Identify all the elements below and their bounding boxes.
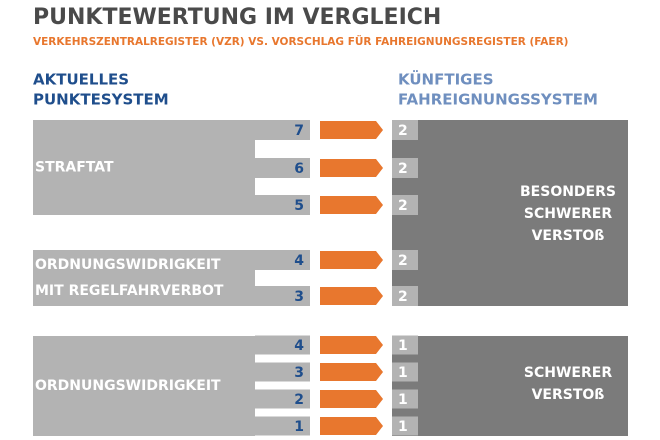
current-points: 4 — [294, 253, 304, 269]
future-cell — [392, 335, 418, 355]
left-heading: AKTUELLES — [33, 71, 129, 89]
current-points: 7 — [294, 123, 304, 139]
future-cell — [392, 195, 418, 215]
current-points: 4 — [294, 338, 304, 354]
future-label: BESONDERS — [520, 184, 616, 200]
current-points: 3 — [294, 365, 304, 381]
current-block — [33, 336, 255, 436]
arrow — [320, 251, 383, 269]
current-row — [255, 195, 310, 215]
current-row — [255, 120, 310, 140]
current-points: 6 — [294, 161, 304, 177]
current-points: 3 — [294, 289, 304, 305]
future-points: 2 — [398, 161, 408, 177]
arrow — [320, 390, 383, 408]
left-heading: PUNKTESYSTEM — [33, 91, 169, 109]
current-label: ORDNUNGSWIDRIGKEIT — [35, 257, 221, 273]
future-label: VERSTOß — [532, 387, 605, 403]
current-block — [33, 250, 255, 306]
current-row — [255, 335, 310, 355]
future-block — [392, 336, 628, 436]
current-row — [255, 158, 310, 178]
arrow — [320, 121, 383, 139]
future-cell — [392, 416, 418, 436]
current-label: ORDNUNGSWIDRIGKEIT — [35, 378, 221, 394]
right-heading: KÜNFTIGES — [398, 70, 494, 89]
current-row — [255, 250, 310, 270]
future-points: 1 — [398, 365, 408, 381]
right-heading: FAHREIGNUNGSSYSTEM — [398, 91, 598, 109]
future-cell — [392, 362, 418, 382]
arrow — [320, 363, 383, 381]
future-cell — [392, 389, 418, 409]
current-block — [33, 120, 255, 215]
future-points: 2 — [398, 289, 408, 305]
future-cell — [392, 250, 418, 270]
current-row — [255, 362, 310, 382]
current-row — [255, 389, 310, 409]
current-row — [255, 286, 310, 306]
arrow — [320, 287, 383, 305]
future-points: 2 — [398, 123, 408, 139]
arrow — [320, 336, 383, 354]
current-points: 1 — [294, 419, 304, 435]
current-label: MIT REGELFAHRVERBOT — [35, 283, 224, 299]
future-label: VERSTOß — [532, 228, 605, 244]
future-points: 1 — [398, 392, 408, 408]
future-cell — [392, 158, 418, 178]
arrow — [320, 417, 383, 435]
current-points: 5 — [294, 198, 304, 214]
future-label: SCHWERER — [524, 206, 612, 222]
future-points: 1 — [398, 419, 408, 435]
arrow — [320, 159, 383, 177]
current-row — [255, 416, 310, 436]
future-points: 2 — [398, 198, 408, 214]
future-block — [392, 120, 628, 306]
future-points: 2 — [398, 253, 408, 269]
future-points: 1 — [398, 338, 408, 354]
arrow — [320, 196, 383, 214]
current-points: 2 — [294, 392, 304, 408]
title: PUNKTEWERTUNG IM VERGLEICH — [33, 5, 441, 30]
future-cell — [392, 120, 418, 140]
current-label: STRAFTAT — [35, 160, 114, 176]
future-cell — [392, 286, 418, 306]
subtitle: VERKEHRSZENTRALREGISTER (VZR) VS. VORSCH… — [33, 34, 568, 48]
future-label: SCHWERER — [524, 365, 612, 381]
